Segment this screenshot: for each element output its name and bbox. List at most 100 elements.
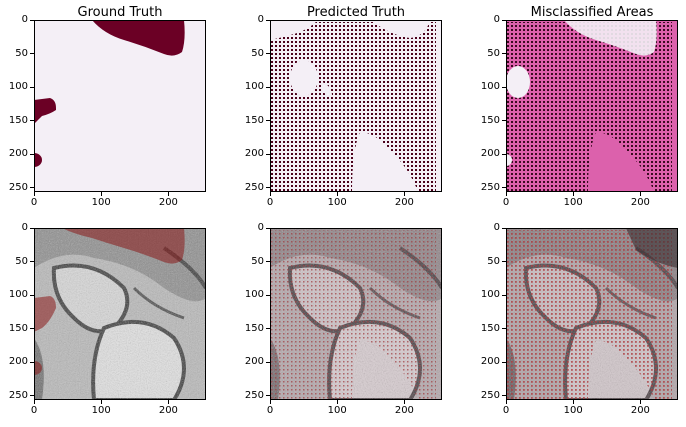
y-tick-label: 100 [480,289,500,301]
y-tick-mark [502,187,506,189]
y-tick-mark [266,328,270,330]
x-tick-mark [33,192,35,196]
x-tick-mark [336,192,338,196]
y-tick-mark [30,294,34,296]
x-tick-mark [639,192,641,196]
y-tick-mark [502,120,506,122]
y-tick-mark [30,227,34,229]
ground-truth-image [34,20,206,192]
y-tick-mark [30,86,34,88]
y-tick-label: 50 [487,255,500,267]
micrograph-misclassification-overlay [506,228,678,400]
x-tick-mark [403,400,405,404]
y-tick-label: 150 [480,114,500,126]
y-tick-mark [502,53,506,55]
y-tick-label: 0 [21,14,28,25]
predicted-truth-image [270,20,442,192]
y-tick-label: 0 [21,222,28,233]
x-tick-label: 100 [327,405,347,416]
y-tick-mark [266,261,270,263]
y-tick-mark [502,153,506,155]
y-tick-mark [266,187,270,189]
x-tick-label: 100 [327,197,347,208]
y-tick-label: 150 [8,322,28,334]
x-tick-mark [167,192,169,196]
x-tick-label: 0 [266,405,274,416]
y-tick-label: 100 [244,289,264,301]
x-tick-mark [336,400,338,404]
x-tick-mark [100,192,102,196]
y-tick-mark [266,19,270,21]
x-tick-mark [572,400,574,404]
micrograph-ground-truth-overlay [34,228,206,400]
y-tick-mark [30,361,34,363]
y-tick-label: 250 [244,389,264,401]
x-tick-mark [167,400,169,404]
x-tick-mark [403,192,405,196]
x-tick-mark [505,400,507,404]
panel-title-predicted-truth: Predicted Truth [306,5,406,20]
y-tick-label: 200 [480,148,500,160]
x-tick-label: 100 [91,197,111,208]
x-tick-label: 0 [30,405,38,416]
x-tick-label: 200 [158,405,178,416]
y-tick-label: 150 [480,322,500,334]
y-tick-label: 200 [480,356,500,368]
y-tick-label: 0 [493,14,500,25]
x-tick-mark [572,192,574,196]
panel-title-ground-truth: Ground Truth [77,5,163,20]
y-tick-label: 100 [8,289,28,301]
y-tick-mark [30,120,34,122]
y-tick-label: 0 [493,222,500,233]
x-tick-label: 200 [394,197,414,208]
y-tick-label: 200 [244,356,264,368]
x-tick-mark [639,400,641,404]
y-tick-mark [266,361,270,363]
x-tick-mark [505,192,507,196]
y-tick-mark [30,53,34,55]
y-tick-mark [502,227,506,229]
y-tick-mark [30,395,34,397]
x-tick-label: 100 [563,197,583,208]
y-tick-label: 100 [8,81,28,93]
y-tick-label: 50 [15,47,28,59]
y-tick-mark [266,153,270,155]
y-tick-mark [30,261,34,263]
y-tick-mark [30,153,34,155]
y-tick-mark [502,86,506,88]
x-tick-label: 100 [563,405,583,416]
y-tick-label: 100 [244,81,264,93]
y-tick-mark [502,328,506,330]
y-tick-label: 200 [8,148,28,160]
x-tick-label: 200 [630,405,650,416]
x-tick-mark [269,400,271,404]
y-tick-label: 0 [257,222,264,233]
y-tick-label: 100 [480,81,500,93]
y-tick-label: 50 [487,47,500,59]
y-tick-label: 250 [8,389,28,401]
x-tick-mark [33,400,35,404]
x-tick-label: 200 [394,405,414,416]
x-tick-mark [100,400,102,404]
y-tick-mark [502,294,506,296]
misclassified-areas-image [506,20,678,192]
y-tick-mark [30,19,34,21]
y-tick-label: 250 [244,181,264,193]
y-tick-mark [502,395,506,397]
y-tick-label: 200 [244,148,264,160]
y-tick-label: 250 [8,181,28,193]
y-tick-mark [30,187,34,189]
y-tick-mark [30,328,34,330]
x-tick-label: 100 [91,405,111,416]
y-tick-label: 150 [244,322,264,334]
x-tick-label: 200 [630,197,650,208]
y-tick-label: 200 [8,356,28,368]
y-tick-label: 250 [480,181,500,193]
panel-title-misclassified-areas: Misclassified Areas [530,5,654,20]
x-tick-label: 0 [502,197,510,208]
y-tick-mark [502,261,506,263]
y-tick-mark [266,395,270,397]
x-tick-label: 200 [158,197,178,208]
y-tick-mark [266,294,270,296]
x-tick-mark [269,192,271,196]
